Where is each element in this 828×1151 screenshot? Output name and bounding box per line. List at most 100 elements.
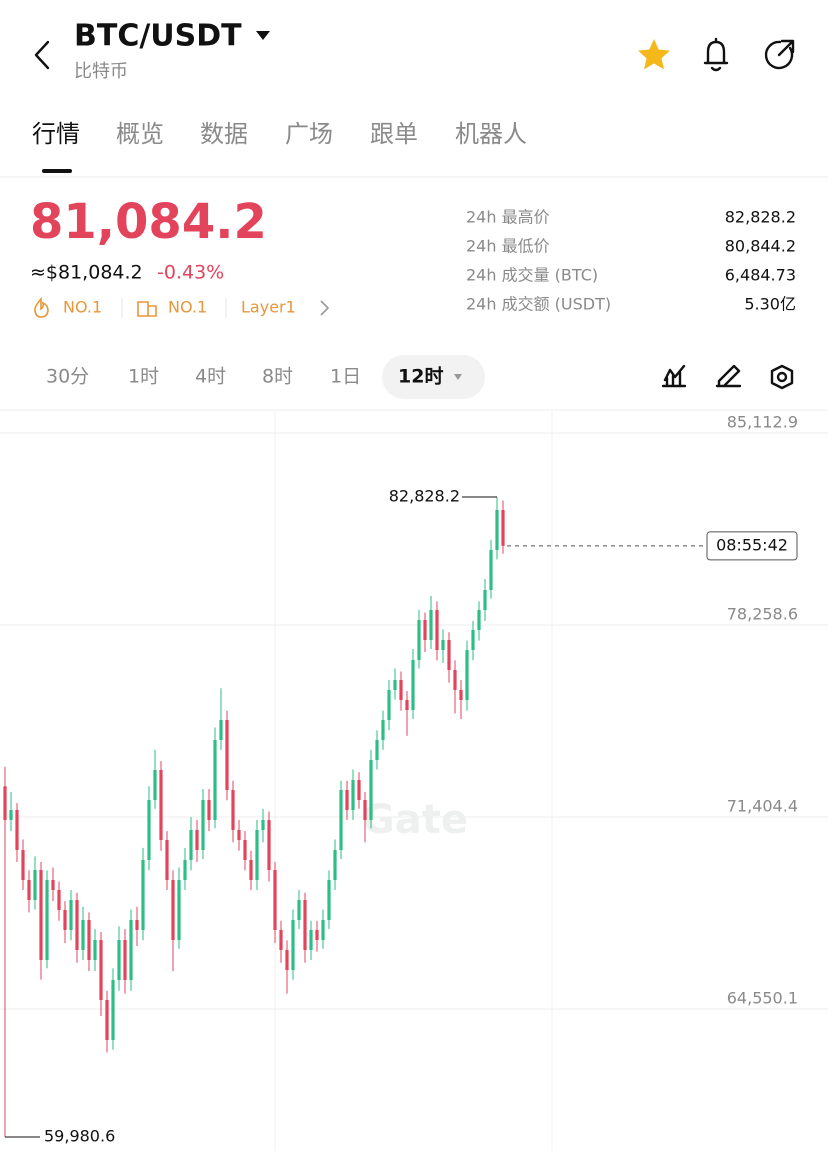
interval[interactable]: 1时 (128, 366, 159, 388)
candle-body (123, 939, 127, 980)
candle-body (363, 799, 367, 820)
candle-body (387, 689, 391, 720)
candle-body (279, 929, 283, 950)
candle-body (405, 699, 409, 710)
candle-body (27, 879, 31, 900)
stat-value: 6,484.73 (725, 266, 796, 285)
candle-body (309, 929, 313, 950)
candle-body (141, 859, 145, 930)
interval[interactable]: 4时 (195, 366, 226, 388)
pair-title: BTC/USDT (74, 19, 242, 54)
candle-body (303, 899, 307, 950)
candle-body (495, 509, 499, 550)
candle-chart: 85,112.9 78,258.6 71,404.4 64,550.1 82,828.2… (0, 412, 828, 1145)
candle-body (327, 879, 331, 920)
interval[interactable]: 8时 (262, 366, 293, 388)
interval-selected-bg (382, 355, 485, 399)
candle-body (159, 769, 163, 840)
rank-tag: NO.1 (168, 298, 207, 317)
tab-bar: 行情 概览 数据 广场 跟单 机器人 (32, 120, 527, 148)
tag-chevron[interactable] (320, 300, 330, 316)
rank-tag: NO.1 (63, 298, 102, 317)
candle-body (465, 649, 469, 700)
tab[interactable]: 数据 (200, 120, 248, 148)
candle-body (249, 859, 253, 880)
candle-body (315, 929, 319, 940)
candle-body (423, 619, 427, 640)
candle-body (75, 899, 79, 950)
tab[interactable]: 行情 (32, 120, 80, 148)
indicator-button[interactable] (661, 364, 687, 388)
candle-body (219, 719, 223, 740)
candle-body (201, 799, 205, 850)
candle-body (291, 919, 295, 970)
candle-body (207, 799, 211, 820)
y-tick-label: 64,550.1 (727, 988, 798, 1007)
candle-body (63, 909, 67, 930)
tab[interactable]: 机器人 (455, 120, 527, 148)
y-tick-label: 71,404.4 (727, 796, 798, 815)
stat-label: 24h 最低价 (466, 237, 550, 256)
tab-indicator (42, 169, 72, 173)
interval-dropdown[interactable] (454, 374, 462, 380)
stat-label: 24h 成交额 (USDT) (466, 295, 611, 314)
candle-body (99, 939, 103, 1000)
interval-bar: 30分 1时 4时 8时 1日 12时 (46, 366, 443, 388)
candle-body (225, 719, 229, 790)
stat-value: 80,844.2 (725, 237, 796, 256)
candle-body (447, 639, 451, 670)
candle-body (267, 819, 271, 870)
candle-body (33, 869, 37, 900)
stat-label: 24h 成交量 (BTC) (466, 266, 598, 285)
favorite-star[interactable] (638, 39, 670, 70)
candle-body (87, 919, 91, 960)
interval[interactable]: 12时 (398, 366, 443, 388)
candle-body (39, 869, 43, 960)
candle-body (147, 799, 151, 860)
candle-body (153, 769, 157, 800)
tab[interactable]: 跟单 (370, 120, 418, 148)
candle-body (3, 786, 7, 820)
candle-body (165, 839, 169, 880)
draw-button[interactable] (715, 364, 742, 388)
hot-icon (34, 296, 49, 318)
share-button[interactable] (764, 39, 795, 70)
candle-body (231, 789, 235, 830)
back-button[interactable] (34, 40, 50, 70)
tab[interactable]: 概览 (116, 120, 164, 148)
candle-body (81, 919, 85, 950)
pair-dropdown[interactable] (256, 31, 270, 40)
interval[interactable]: 30分 (46, 366, 89, 388)
alert-bell[interactable] (703, 37, 729, 72)
market-cap-icon (137, 301, 157, 317)
candle-body (105, 999, 109, 1040)
last-price: 81,084.2 (30, 194, 267, 250)
interval[interactable]: 1日 (330, 366, 361, 388)
candle-body (189, 829, 193, 860)
candle-body (129, 919, 133, 980)
settings-dot (776, 371, 788, 383)
candle-body (285, 949, 289, 970)
candle-body (51, 879, 55, 890)
candle-body (375, 739, 379, 760)
candle-body (357, 779, 361, 800)
candle-body (111, 979, 115, 1040)
candle-body (441, 639, 445, 650)
candle-body (345, 789, 349, 810)
candle-body (177, 879, 181, 940)
stat-value: 82,828.2 (725, 208, 796, 227)
candle-body (183, 859, 187, 880)
category-tag[interactable]: Layer1 (241, 298, 296, 317)
candle-body (45, 879, 49, 960)
settings-button[interactable] (770, 364, 794, 390)
candle-body (261, 819, 265, 830)
candle-body (213, 739, 217, 820)
candle-body (273, 869, 277, 930)
low-label: 59,980.6 (44, 1126, 115, 1145)
candle-body (171, 879, 175, 940)
tab[interactable]: 广场 (285, 120, 333, 148)
usd-price: ≈$81,084.2 (30, 262, 143, 284)
high-label: 82,828.2 (389, 486, 460, 505)
candle-body (195, 829, 199, 850)
